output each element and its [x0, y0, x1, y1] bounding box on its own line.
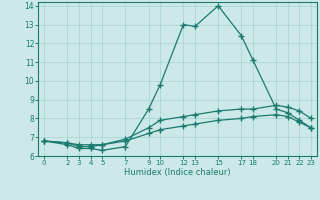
X-axis label: Humidex (Indice chaleur): Humidex (Indice chaleur)	[124, 168, 231, 177]
